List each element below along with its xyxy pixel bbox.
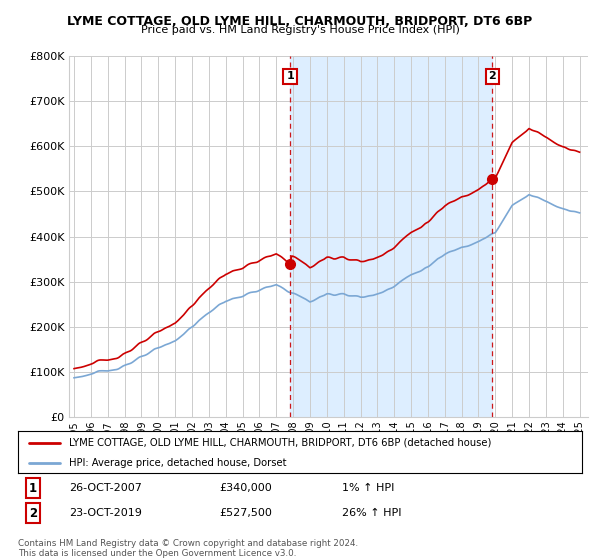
Text: 1% ↑ HPI: 1% ↑ HPI [342,483,394,493]
Text: LYME COTTAGE, OLD LYME HILL, CHARMOUTH, BRIDPORT, DT6 6BP (detached house): LYME COTTAGE, OLD LYME HILL, CHARMOUTH, … [69,438,491,448]
Text: 2: 2 [488,71,496,81]
Text: 23-OCT-2019: 23-OCT-2019 [69,508,142,518]
Text: Price paid vs. HM Land Registry's House Price Index (HPI): Price paid vs. HM Land Registry's House … [140,25,460,35]
Text: 1: 1 [286,71,294,81]
Text: HPI: Average price, detached house, Dorset: HPI: Average price, detached house, Dors… [69,458,286,468]
Text: 26-OCT-2007: 26-OCT-2007 [69,483,142,493]
Text: LYME COTTAGE, OLD LYME HILL, CHARMOUTH, BRIDPORT, DT6 6BP: LYME COTTAGE, OLD LYME HILL, CHARMOUTH, … [67,15,533,27]
Text: £527,500: £527,500 [219,508,272,518]
Text: Contains HM Land Registry data © Crown copyright and database right 2024.
This d: Contains HM Land Registry data © Crown c… [18,539,358,558]
Text: 2: 2 [29,507,37,520]
Text: 1: 1 [29,482,37,494]
Text: 26% ↑ HPI: 26% ↑ HPI [342,508,401,518]
Text: £340,000: £340,000 [219,483,272,493]
Bar [290,56,492,417]
